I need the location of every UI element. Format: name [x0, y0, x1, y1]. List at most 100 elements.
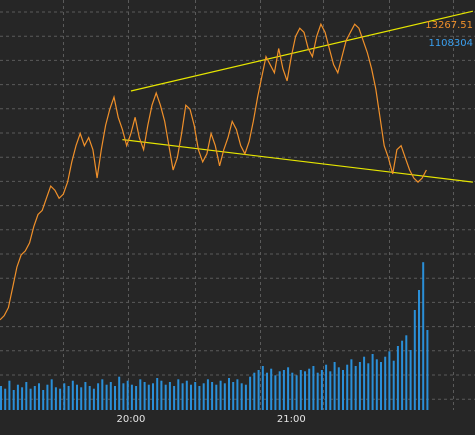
volume-bar	[219, 380, 222, 410]
volume-bar	[206, 379, 209, 410]
volume-bar	[71, 380, 74, 410]
volume-bar	[350, 359, 353, 410]
volume-bar	[135, 386, 138, 410]
volume-bar	[236, 379, 239, 410]
volume-series	[0, 262, 429, 410]
volume-bar	[59, 388, 62, 410]
price-series	[0, 22, 427, 321]
volume-bar	[88, 386, 91, 410]
volume-bar	[101, 379, 104, 410]
price-label: 13267.51	[425, 20, 473, 31]
volume-bar	[114, 386, 116, 410]
volume-bar	[152, 383, 154, 410]
volume-bar	[422, 262, 425, 410]
volume-bar	[249, 376, 252, 410]
volume-bar	[228, 378, 230, 410]
volume-bar	[240, 383, 243, 410]
volume-bar	[164, 384, 167, 410]
volume-bar	[346, 364, 349, 410]
volume-bar	[211, 382, 214, 410]
volume-bar	[177, 379, 180, 410]
volume-bar	[354, 366, 357, 410]
volume-bar	[122, 383, 125, 410]
volume-bar	[168, 382, 171, 410]
volume-bar	[405, 335, 408, 410]
volume-bar	[215, 384, 218, 410]
volume-bar	[299, 370, 302, 410]
volume-bar	[198, 386, 201, 410]
volume-bar	[278, 371, 281, 410]
volume-bar	[0, 386, 2, 410]
volume-bar	[253, 372, 256, 410]
price-line	[0, 22, 427, 321]
volume-bar	[84, 382, 87, 410]
volume-bar	[375, 359, 378, 410]
volume-bar	[54, 387, 57, 410]
volume-bar	[266, 372, 268, 410]
volume-bar	[270, 368, 273, 410]
volume-bar	[21, 387, 24, 410]
volume-bar	[358, 362, 361, 410]
volume-bar	[312, 366, 315, 410]
volume-bar	[38, 383, 40, 410]
volume-bar	[363, 356, 366, 410]
volume-bar	[12, 390, 15, 410]
volume-bar	[92, 388, 95, 410]
volume-bar	[63, 383, 66, 410]
volume-bar	[287, 367, 290, 410]
volume-bar	[194, 382, 197, 410]
volume-bar	[396, 346, 399, 410]
volume-bar	[50, 379, 53, 410]
volume-bar	[409, 350, 412, 410]
volume-bar	[371, 354, 374, 410]
volume-bar	[257, 370, 260, 410]
volume-bar	[156, 378, 159, 410]
volume-bar	[333, 362, 336, 410]
volume-bar	[320, 370, 323, 410]
labels: 13267.51 1108304	[425, 20, 473, 49]
volume-bar	[426, 330, 429, 410]
volume-bar	[388, 351, 391, 410]
volume-bar	[173, 386, 176, 410]
volume-bar	[274, 375, 277, 410]
volume-bar	[190, 384, 192, 410]
volume-bar	[33, 386, 36, 410]
volume-bar	[380, 362, 382, 410]
volume-bar	[232, 382, 235, 410]
volume-bar	[105, 384, 108, 410]
volume-bar	[29, 388, 32, 410]
volume-bar	[337, 367, 340, 410]
volume-bar	[413, 310, 416, 410]
volume-label: 1108304	[428, 38, 473, 49]
volume-bar	[4, 388, 7, 410]
volume-bar	[42, 390, 45, 410]
x-tick-label: 21:00	[277, 414, 306, 425]
volume-bar	[291, 372, 294, 410]
volume-bar	[185, 380, 188, 410]
volume-bar	[16, 384, 19, 410]
x-axis-ticks: 20:00 21:00	[116, 414, 305, 425]
volume-bar	[97, 383, 100, 410]
volume-bar	[261, 366, 264, 410]
volume-bar	[304, 371, 306, 410]
volume-bar	[46, 384, 49, 410]
volume-bar	[418, 290, 420, 410]
volume-bar	[308, 368, 311, 410]
volume-bar	[295, 375, 298, 410]
volume-bar	[401, 340, 404, 410]
volume-bar	[384, 356, 387, 410]
volume-bar	[392, 360, 395, 410]
volume-bar	[25, 382, 28, 410]
x-tick-label: 20:00	[116, 414, 145, 425]
volume-bar	[342, 370, 344, 410]
volume-bar	[118, 376, 121, 410]
trendline	[122, 139, 473, 183]
volume-bar	[367, 363, 370, 410]
grid	[0, 0, 475, 410]
volume-bar	[202, 383, 205, 410]
trendline	[130, 10, 474, 92]
volume-bar	[130, 384, 133, 410]
